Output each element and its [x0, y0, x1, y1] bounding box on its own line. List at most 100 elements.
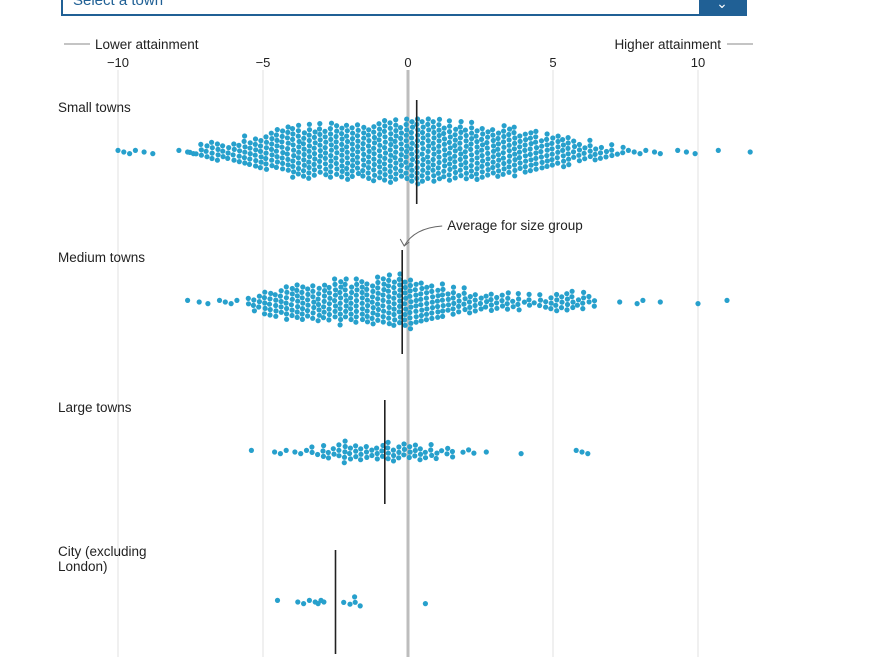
data-point — [407, 449, 413, 455]
data-point — [305, 297, 311, 303]
data-point — [236, 142, 242, 148]
data-point — [387, 168, 393, 175]
data-point — [483, 293, 489, 299]
data-point — [404, 165, 410, 171]
data-point — [565, 151, 571, 157]
data-point — [296, 149, 302, 155]
data-point — [560, 147, 566, 153]
data-point — [352, 594, 358, 600]
data-point — [452, 164, 458, 170]
data-point — [338, 279, 344, 285]
data-point — [564, 307, 570, 313]
data-point — [471, 450, 477, 456]
data-point — [409, 173, 415, 179]
data-point — [565, 145, 571, 151]
data-point — [316, 126, 323, 132]
data-point — [292, 449, 298, 455]
data-point — [447, 156, 453, 162]
data-point — [231, 141, 237, 147]
data-point — [550, 135, 556, 141]
data-point — [456, 309, 462, 315]
data-point — [332, 276, 338, 282]
data-point — [326, 284, 332, 291]
annotation-arrow — [403, 225, 443, 247]
data-point — [380, 314, 386, 320]
data-point — [526, 291, 532, 297]
data-point — [334, 166, 340, 172]
data-point — [450, 284, 457, 290]
data-point — [592, 157, 598, 163]
data-point — [396, 449, 402, 455]
data-point — [320, 453, 326, 459]
data-point — [401, 446, 407, 452]
data-point — [325, 455, 332, 461]
data-point — [347, 445, 353, 451]
data-point — [516, 307, 522, 313]
data-point — [398, 146, 405, 152]
data-point — [328, 142, 334, 148]
data-point — [517, 138, 523, 144]
data-point — [357, 603, 363, 609]
data-point — [365, 170, 371, 176]
data-point — [358, 451, 364, 457]
data-point — [295, 165, 302, 172]
data-point — [571, 154, 577, 160]
data-point — [375, 274, 381, 280]
data-point — [504, 306, 511, 312]
data-point — [278, 309, 284, 315]
town-select[interactable]: Select a town ⌄ — [61, 0, 747, 16]
data-point — [361, 135, 367, 141]
data-point — [334, 123, 340, 129]
data-point — [569, 288, 575, 294]
data-point — [586, 299, 592, 305]
data-point — [440, 303, 446, 309]
data-point — [634, 301, 640, 307]
data-point — [474, 139, 480, 145]
data-point — [430, 162, 436, 168]
data-point — [548, 300, 554, 306]
data-point — [209, 155, 215, 162]
data-point — [285, 124, 291, 130]
town-select-button[interactable]: ⌄ — [699, 0, 745, 16]
data-point — [370, 305, 376, 311]
data-point — [272, 292, 278, 298]
data-point — [369, 447, 375, 453]
data-point — [257, 143, 264, 149]
data-point — [592, 151, 598, 157]
data-point — [500, 150, 506, 156]
data-point — [375, 306, 381, 313]
data-point — [269, 136, 275, 142]
data-point — [456, 303, 462, 309]
data-point — [306, 164, 312, 171]
data-point — [499, 292, 505, 298]
data-point — [333, 160, 339, 167]
data-point — [359, 300, 365, 306]
data-point — [453, 126, 459, 132]
data-point — [305, 302, 311, 308]
data-point — [431, 146, 437, 152]
data-point — [291, 147, 297, 153]
data-point — [506, 142, 512, 148]
data-point — [407, 288, 413, 294]
data-point — [480, 158, 486, 164]
data-point — [695, 301, 701, 307]
data-point — [284, 305, 290, 312]
data-point — [348, 295, 354, 301]
data-point — [404, 175, 410, 182]
data-point — [198, 141, 204, 147]
data-point — [380, 276, 386, 282]
data-point — [328, 153, 334, 159]
data-point — [511, 146, 517, 152]
data-point — [273, 302, 279, 309]
data-point — [390, 447, 396, 453]
data-point — [290, 136, 296, 142]
data-point — [407, 326, 414, 332]
data-point — [391, 322, 397, 328]
data-point — [480, 131, 486, 137]
data-point — [380, 319, 386, 325]
data-point — [294, 293, 300, 299]
data-point — [355, 149, 361, 155]
data-point — [381, 161, 387, 167]
data-point — [261, 295, 267, 301]
data-point — [359, 284, 365, 290]
